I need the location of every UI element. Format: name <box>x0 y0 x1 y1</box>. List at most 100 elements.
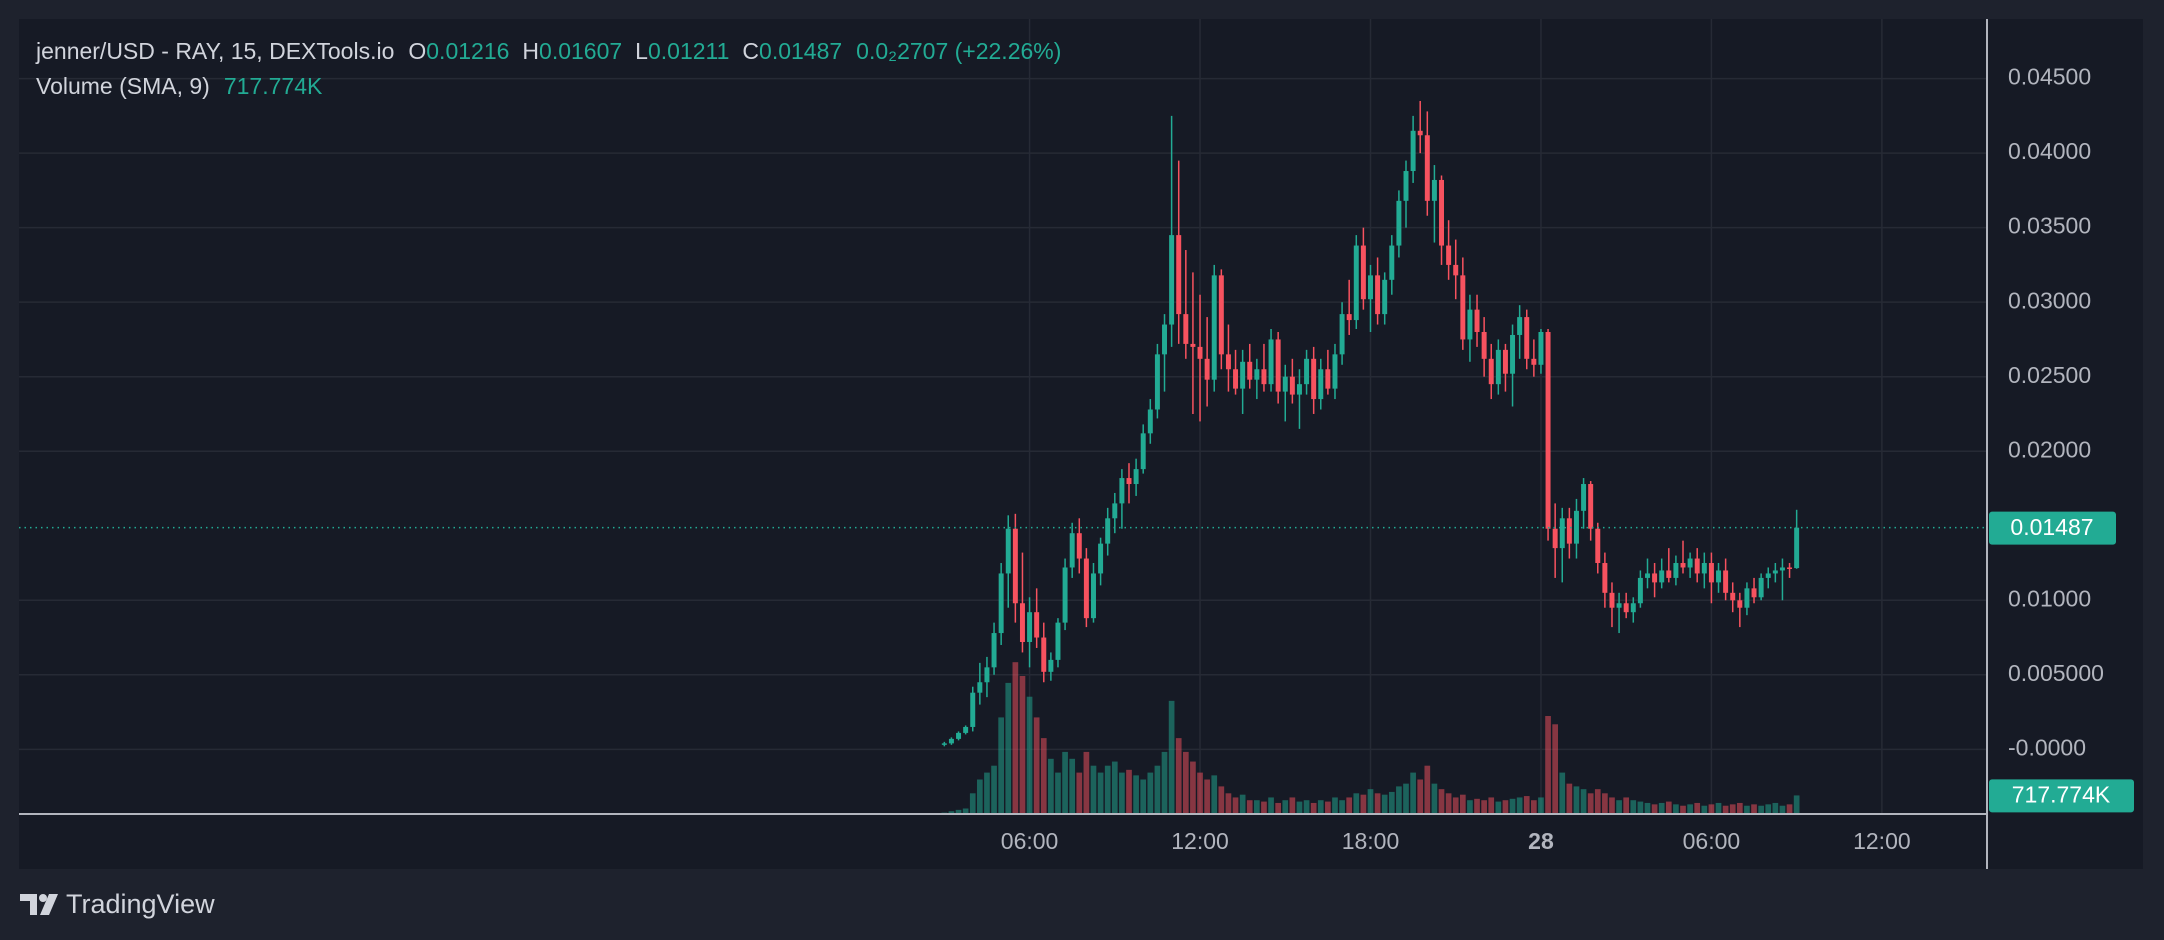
ohlc-value: 0.01607 <box>539 38 623 64</box>
volume-bar <box>1729 804 1736 814</box>
y-tick-label: 0.01000 <box>2008 585 2091 611</box>
candle-body <box>1588 484 1594 529</box>
volume-bars <box>941 662 1800 814</box>
volume-bar <box>1538 797 1544 814</box>
candle-body <box>1446 245 1452 265</box>
volume-bar <box>1687 804 1693 814</box>
volume-bar <box>1623 797 1630 814</box>
volume-bar <box>1353 793 1360 814</box>
candle-body <box>1680 563 1686 568</box>
volume-bar <box>1531 800 1537 814</box>
volume-bar <box>1254 800 1260 814</box>
candle-body <box>1716 570 1722 583</box>
volume-bar <box>1317 800 1324 814</box>
candle-body <box>1183 314 1189 344</box>
candle-body <box>1098 543 1104 574</box>
volume-bar <box>1793 795 1800 814</box>
candle-body <box>1218 275 1224 355</box>
volume-bar <box>1062 751 1068 814</box>
volume-bar <box>1779 805 1786 814</box>
volume-bar <box>1559 772 1566 814</box>
volume-bar <box>1438 789 1445 814</box>
ohlc-value: 0.01216 <box>426 38 510 64</box>
volume-bar <box>1325 801 1331 814</box>
x-tick-label: 12:00 <box>1853 828 1911 854</box>
candle-body <box>1169 235 1175 325</box>
candle-body <box>1083 558 1089 619</box>
candle-body <box>1119 478 1125 504</box>
candle-body <box>1318 369 1324 400</box>
volume-bar <box>1467 800 1473 814</box>
volume-bar <box>1381 794 1388 814</box>
candle-body <box>1772 570 1778 574</box>
candles <box>941 100 1800 747</box>
volume-bar <box>1232 797 1239 814</box>
volume-bar <box>1680 805 1686 814</box>
volume-bar <box>1431 783 1438 814</box>
volume-name: Volume (SMA, 9) <box>36 73 210 99</box>
candle-body <box>1502 349 1508 374</box>
x-tick-label: 06:00 <box>1683 828 1741 854</box>
candle-body <box>1794 527 1800 569</box>
candle-body <box>1225 354 1231 370</box>
candle-body <box>1510 334 1516 374</box>
candle-body <box>1431 179 1437 201</box>
volume-bar <box>1609 797 1615 814</box>
volume-bar <box>1111 761 1118 814</box>
volume-bar <box>1665 801 1672 814</box>
volume-bar <box>1474 798 1480 814</box>
candle-body <box>1233 369 1239 389</box>
volume-bar <box>1545 716 1551 814</box>
candle-body <box>956 732 962 739</box>
volume-bar <box>1488 797 1495 814</box>
candle-body <box>1311 358 1317 400</box>
volume-bar <box>1261 801 1267 814</box>
volume-bar <box>1182 751 1189 814</box>
volume-bar <box>969 793 976 814</box>
volume-bar <box>1346 797 1353 814</box>
volume-badge <box>1989 779 2134 813</box>
volume-bar <box>1765 804 1772 814</box>
ohlc-key: L <box>635 38 648 64</box>
candle-body <box>1211 275 1217 380</box>
candle-body <box>1424 135 1430 201</box>
volume-bar <box>1033 717 1040 814</box>
volume-bar <box>1758 805 1764 814</box>
logo-shape <box>20 894 37 915</box>
volume-bar <box>1339 800 1345 814</box>
candle-body <box>1779 567 1785 571</box>
candle-body <box>1531 358 1537 365</box>
x-tick-label: 06:00 <box>1001 828 1059 854</box>
y-tick-label: 0.04000 <box>2008 138 2091 164</box>
candle-body <box>1062 567 1068 623</box>
candle-body <box>1595 528 1601 564</box>
candle-body <box>1744 588 1750 608</box>
candle-body <box>1247 361 1253 380</box>
candle-body <box>998 573 1004 634</box>
volume-bar <box>1154 765 1161 814</box>
candle-body <box>1069 533 1075 568</box>
volume-bar <box>1594 789 1601 814</box>
volume-bar <box>1012 662 1019 814</box>
volume-bar <box>1587 793 1594 814</box>
volume-bar <box>1410 772 1416 814</box>
candle-body <box>1204 358 1210 380</box>
candle-body <box>1787 567 1793 569</box>
candle-body <box>970 692 976 727</box>
candle-body <box>1659 570 1665 583</box>
volume-bar <box>991 765 997 814</box>
candle-body <box>1602 563 1608 593</box>
candle-body <box>1197 346 1203 359</box>
candle-body <box>1339 314 1345 355</box>
volume-bar <box>962 808 969 814</box>
volume-bar <box>1190 761 1196 814</box>
candle-body <box>1439 179 1445 246</box>
volume-bar <box>1076 772 1083 814</box>
y-tick-label: 0.005000 <box>2008 660 2104 686</box>
volume-bar <box>1197 772 1203 814</box>
last-price-label: 0.01487 <box>2010 514 2093 540</box>
volume-bar <box>1119 772 1125 814</box>
volume-bar <box>1673 804 1679 814</box>
candle-body <box>1005 528 1011 574</box>
